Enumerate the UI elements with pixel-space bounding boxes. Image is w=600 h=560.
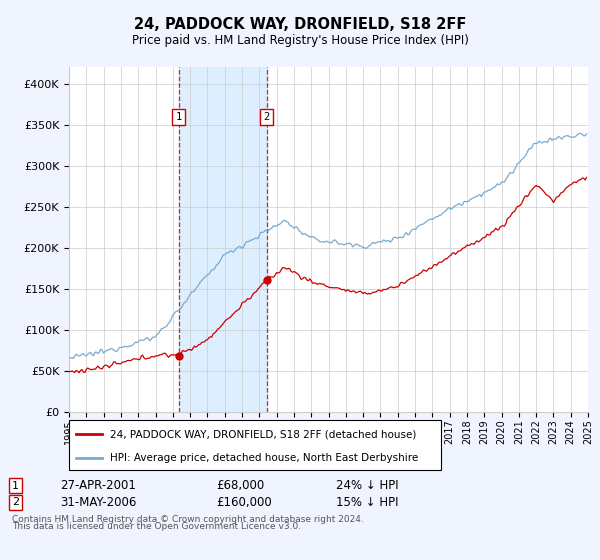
FancyBboxPatch shape	[69, 420, 441, 470]
Text: £68,000: £68,000	[216, 479, 264, 492]
Text: HPI: Average price, detached house, North East Derbyshire: HPI: Average price, detached house, Nort…	[110, 453, 418, 463]
Text: 2: 2	[12, 497, 19, 507]
Text: This data is licensed under the Open Government Licence v3.0.: This data is licensed under the Open Gov…	[12, 522, 301, 531]
Text: £160,000: £160,000	[216, 496, 272, 509]
Text: 2: 2	[263, 112, 269, 122]
Text: 15% ↓ HPI: 15% ↓ HPI	[336, 496, 398, 509]
Text: 1: 1	[175, 112, 182, 122]
Text: 31-MAY-2006: 31-MAY-2006	[60, 496, 136, 509]
Text: 1: 1	[12, 480, 19, 491]
Text: 24, PADDOCK WAY, DRONFIELD, S18 2FF (detached house): 24, PADDOCK WAY, DRONFIELD, S18 2FF (det…	[110, 429, 416, 439]
Text: 24% ↓ HPI: 24% ↓ HPI	[336, 479, 398, 492]
Bar	[179, 67, 266, 412]
Text: Contains HM Land Registry data © Crown copyright and database right 2024.: Contains HM Land Registry data © Crown c…	[12, 515, 364, 524]
Text: 27-APR-2001: 27-APR-2001	[60, 479, 136, 492]
Text: 24, PADDOCK WAY, DRONFIELD, S18 2FF: 24, PADDOCK WAY, DRONFIELD, S18 2FF	[134, 17, 466, 32]
Text: Price paid vs. HM Land Registry's House Price Index (HPI): Price paid vs. HM Land Registry's House …	[131, 34, 469, 46]
